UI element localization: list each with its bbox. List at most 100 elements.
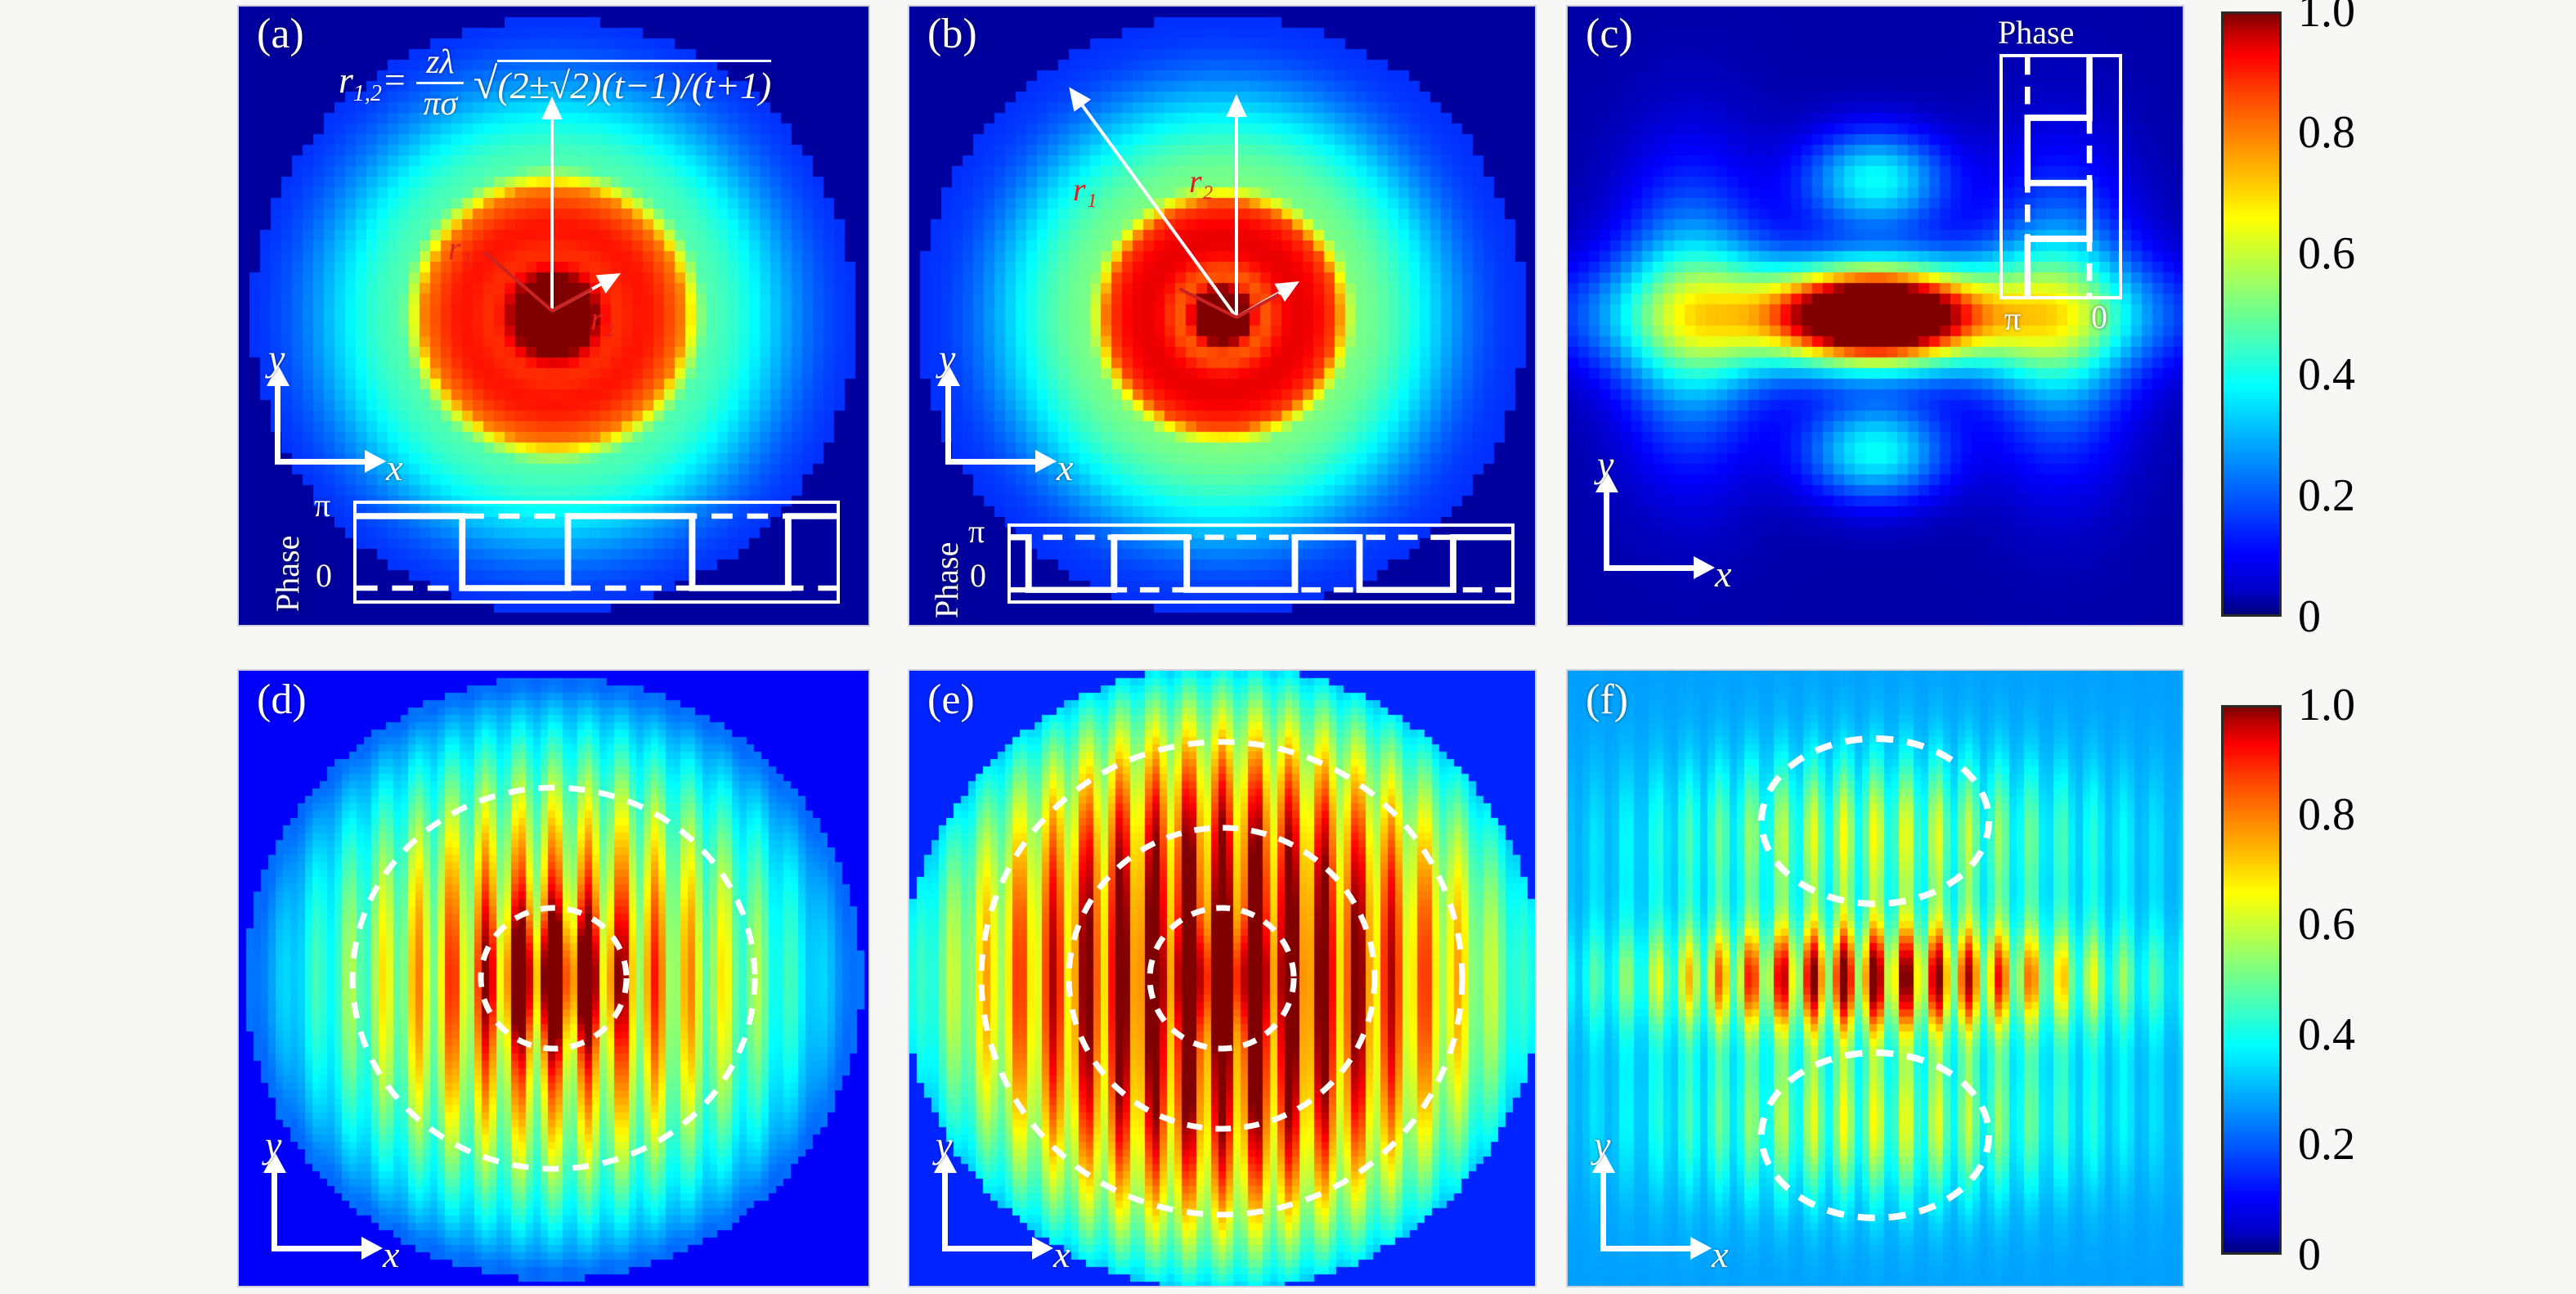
- panel-b-heatmap: [909, 7, 1535, 625]
- x-axis-arrow-icon: [1694, 556, 1715, 579]
- y-axis-arrow-icon: [267, 365, 289, 386]
- formula-lhs: r: [339, 59, 353, 101]
- panel-d-heatmap: [239, 671, 868, 1286]
- y-axis-arrow-icon: [1592, 1152, 1615, 1173]
- panel-b[interactable]: (b) r₁ r₂ y x Phase π 0: [908, 5, 1537, 627]
- panel-c-phase-tick-zero: 0: [2091, 299, 2107, 335]
- formula-eq: =: [381, 59, 407, 101]
- panel-c[interactable]: (c) y x Phase π 0: [1566, 5, 2184, 627]
- colorbar-top-tick-2: 0.6: [2298, 228, 2355, 279]
- colorbar-bottom-tick-2: 0.6: [2298, 899, 2355, 950]
- panel-a-radius-arrows: [482, 97, 622, 312]
- y-axis-label: y: [939, 337, 956, 379]
- y-axis-label: y: [1594, 1124, 1611, 1166]
- panel-f-guide-ellipses: [1758, 735, 1992, 1221]
- y-axis-line: [1600, 1166, 1606, 1251]
- panel-b-axis-indicator: y x: [934, 337, 1073, 488]
- panel-d-label: (d): [257, 676, 307, 723]
- x-axis-arrow-icon: [1032, 1237, 1053, 1260]
- colorbar-bottom-ticks: 1.0 0.8 0.6 0.4 0.2 0: [2298, 680, 2445, 1280]
- panel-a[interactable]: (a) r1,2= zλ πσ √(2±√2)(t−1)/(t+1): [237, 5, 870, 627]
- x-axis-arrow-icon: [1035, 450, 1057, 473]
- panel-c-phase-tick-pi: π: [2004, 300, 2022, 337]
- x-axis-arrow-icon: [365, 450, 386, 473]
- panel-e-guide-circles: [978, 739, 1465, 1218]
- colorbar-bottom-tick-4: 0.2: [2298, 1119, 2355, 1170]
- panel-a-phase-inset: Phase π 0: [263, 481, 844, 618]
- panel-c-phase-curve: [2024, 57, 2093, 296]
- panel-c-phase-title: Phase: [1998, 14, 2075, 51]
- panel-a-phase-tick-pi: π: [314, 487, 331, 523]
- panel-a-phase-curve: [357, 513, 837, 591]
- x-axis-line: [272, 1246, 366, 1251]
- x-axis-line: [275, 459, 370, 465]
- panel-a-phase-title: Phase: [269, 535, 306, 612]
- colorbar-top-tick-3: 0.4: [2298, 349, 2355, 400]
- formula-denominator: πσ: [423, 85, 458, 123]
- formula-radicand: (2±√2)(t−1)/(t+1): [497, 59, 772, 107]
- colorbar-bottom-tick-5: 0: [2298, 1229, 2321, 1280]
- panel-c-axis-indicator: y x: [1592, 443, 1731, 595]
- x-axis-line: [942, 1246, 1037, 1251]
- x-axis-arrow-icon: [1690, 1237, 1712, 1260]
- panel-b-phase-plot: [1008, 523, 1515, 604]
- colorbar-top[interactable]: [2221, 11, 2282, 617]
- panel-a-axis-indicator: y x: [263, 337, 402, 488]
- y-axis-line: [275, 380, 280, 465]
- x-axis-label: x: [383, 1233, 400, 1275]
- colorbar-bottom[interactable]: [2221, 705, 2282, 1255]
- panel-a-r1-label: r₁: [448, 230, 473, 267]
- x-axis-line: [1600, 1246, 1695, 1251]
- formula-lhs-sub: 1,2: [352, 81, 382, 107]
- panel-d[interactable]: (d) y x: [237, 669, 870, 1287]
- panel-a-formula: r1,2= zλ πσ √(2±√2)(t−1)/(t+1): [339, 43, 772, 123]
- formula-numerator: zλ: [416, 43, 464, 84]
- colorbar-bottom-tick-0: 1.0: [2298, 680, 2355, 730]
- colorbar-top-tick-4: 0.2: [2298, 470, 2355, 521]
- panel-a-label: (a): [257, 11, 304, 57]
- colorbar-top-ticks: 1.0 0.8 0.6 0.4 0.2 0: [2298, 0, 2445, 642]
- panel-b-phase-tick-pi: π: [968, 513, 985, 550]
- panel-e[interactable]: (e) y x: [908, 669, 1537, 1287]
- panel-b-r2-label: r₂: [1189, 163, 1214, 200]
- y-axis-line: [272, 1166, 277, 1251]
- colorbar-top-gradient: [2221, 11, 2282, 617]
- colorbar-top-tick-1: 0.8: [2298, 107, 2355, 158]
- y-axis-line: [1604, 486, 1609, 571]
- panel-b-radius-arrows: [1069, 87, 1299, 319]
- x-axis-line: [1604, 565, 1699, 571]
- y-axis-line: [942, 1166, 948, 1251]
- y-axis-label: y: [268, 337, 285, 379]
- panel-f-axis-indicator: y x: [1589, 1124, 1728, 1275]
- colorbar-bottom-gradient: [2221, 705, 2282, 1255]
- panel-c-phase-inset: Phase π 0: [1988, 13, 2178, 357]
- x-axis-arrow-icon: [361, 1237, 383, 1260]
- y-axis-label: y: [265, 1124, 282, 1166]
- panel-f[interactable]: (f) y x: [1566, 669, 2184, 1287]
- panel-a-phase-plot: [353, 501, 840, 604]
- y-axis-line: [945, 380, 951, 465]
- panel-e-axis-indicator: y x: [931, 1124, 1070, 1275]
- x-axis-line: [945, 459, 1040, 465]
- panel-e-heatmap: [909, 671, 1535, 1286]
- panel-e-label: (e): [927, 676, 975, 723]
- x-axis-label: x: [386, 447, 403, 488]
- panel-c-phase-plot: [1999, 54, 2122, 299]
- panel-b-phase-curve: [1011, 534, 1511, 593]
- panel-b-phase-tick-zero: 0: [970, 557, 986, 594]
- y-axis-label: y: [936, 1124, 953, 1166]
- panel-d-guide-circles: [349, 784, 758, 1172]
- y-axis-arrow-icon: [934, 1152, 957, 1173]
- x-axis-label: x: [1057, 447, 1074, 488]
- panel-a-phase-tick-zero: 0: [316, 557, 332, 594]
- y-axis-arrow-icon: [937, 365, 960, 386]
- x-axis-label: x: [1053, 1233, 1070, 1275]
- y-axis-label: y: [1597, 443, 1614, 485]
- y-axis-arrow-icon: [263, 1152, 286, 1173]
- colorbar-top-tick-0: 1.0: [2298, 0, 2355, 37]
- panel-c-label: (c): [1586, 11, 1633, 57]
- x-axis-label: x: [1715, 553, 1732, 595]
- colorbar-bottom-tick-1: 0.8: [2298, 789, 2355, 840]
- y-axis-arrow-icon: [1595, 471, 1618, 492]
